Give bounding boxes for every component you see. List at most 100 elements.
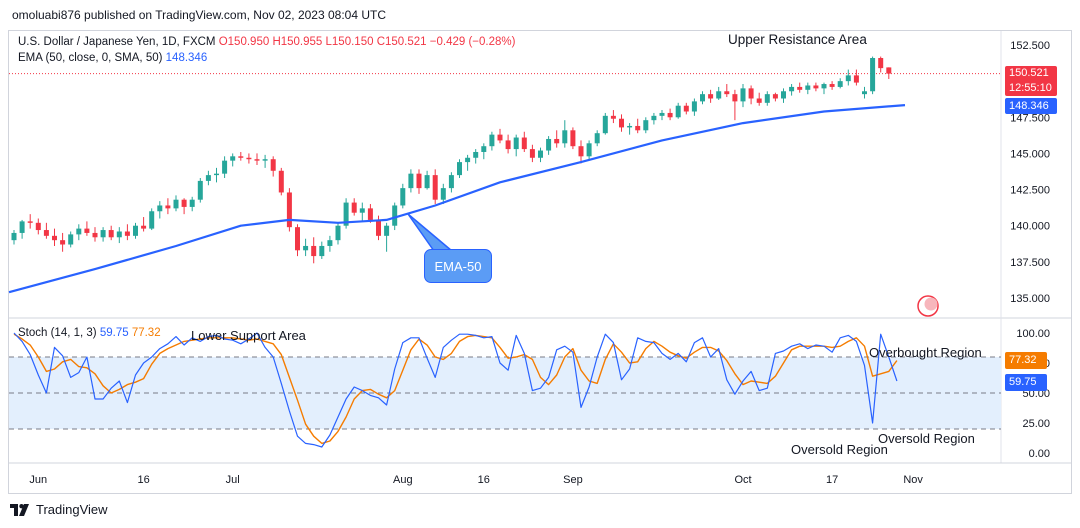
ema-callout-pointer <box>407 213 453 252</box>
time-axis-tick: Aug <box>393 474 413 486</box>
candle-body <box>197 180 203 200</box>
candle-body <box>108 230 114 238</box>
country-flag-inner-icon <box>924 297 938 311</box>
time-axis-tick: Sep <box>563 474 583 486</box>
candle-body <box>578 146 584 157</box>
candle-body <box>278 170 284 193</box>
candle-body <box>43 230 49 236</box>
price-axis-tick: 145.000 <box>1010 148 1050 160</box>
tradingview-logo-icon <box>10 503 29 516</box>
candle-body <box>68 234 74 245</box>
candle-body <box>205 175 211 181</box>
candle-body <box>651 115 657 121</box>
candle-body <box>497 134 503 141</box>
candle-body <box>327 240 333 246</box>
candle-body <box>853 75 859 83</box>
stoch-d-line <box>13 333 898 445</box>
candle-body <box>238 156 244 158</box>
candle-body <box>862 91 867 95</box>
time-axis-tick: Jun <box>29 474 47 486</box>
candle-body <box>505 140 511 150</box>
candle-body <box>351 202 357 213</box>
candle-body <box>408 173 414 189</box>
stoch-k-line <box>13 332 898 448</box>
candle-body <box>11 232 17 241</box>
candle-body <box>465 157 471 163</box>
candle-body <box>432 175 438 200</box>
stoch-d-box: 77.32 <box>1005 352 1047 369</box>
price-axis-tick: 152.500 <box>1010 40 1050 52</box>
candle-body <box>100 230 106 238</box>
candle-body <box>84 228 90 233</box>
symbol-legend: U.S. Dollar / Japanese Yen, 1D, FXCM O15… <box>18 36 515 48</box>
candle-body <box>376 219 381 236</box>
candle-body <box>52 235 57 241</box>
publisher-text: omoluabi876 published on TradingView.com… <box>12 8 387 22</box>
candle-body <box>457 162 462 176</box>
candle-body <box>165 205 171 209</box>
candle-body <box>748 88 754 99</box>
footer-brand-text: TradingView <box>36 502 108 517</box>
candle-body <box>724 91 730 95</box>
candle-body <box>732 94 738 102</box>
symbol-name: U.S. Dollar / Japanese Yen, 1D, FXCM <box>18 36 216 48</box>
lower-support-label: Lower Support Area <box>191 328 306 343</box>
footer-brand: TradingView <box>10 502 108 517</box>
candle-body <box>214 173 219 176</box>
candle-body <box>813 85 819 89</box>
candle-body <box>667 112 673 118</box>
candle-body <box>400 188 406 206</box>
price-axis-tick: 140.000 <box>1010 221 1050 233</box>
candle-body <box>740 88 746 102</box>
candle-body <box>627 125 633 128</box>
candle-body <box>837 81 843 87</box>
oversold-label-2: Oversold Region <box>791 442 888 457</box>
time-axis-tick: 16 <box>478 474 490 486</box>
stoch-legend: Stoch (14, 1, 3) 59.75 77.32 <box>18 327 161 339</box>
candle-body <box>295 227 300 251</box>
overbought-label: Overbought Region <box>869 345 982 360</box>
ema-50-callout: EMA-50 <box>424 249 492 283</box>
candle-body <box>19 221 25 233</box>
candle-body <box>335 225 341 241</box>
ohlc-change: −0.429 (−0.28%) <box>429 36 516 48</box>
candle-body <box>594 133 600 144</box>
stoch-axis-tick: 100.00 <box>1016 328 1050 340</box>
candle-body <box>659 112 665 116</box>
candle-body <box>756 98 762 103</box>
candle-body <box>416 173 422 189</box>
candle-body <box>489 134 495 147</box>
candle-body <box>124 231 130 236</box>
candle-body <box>189 199 195 207</box>
stoch-axis-tick: 50.00 <box>1022 388 1050 400</box>
time-axis-tick: 16 <box>137 474 149 486</box>
candle-body <box>764 94 770 103</box>
price-axis-tick: 142.500 <box>1010 185 1050 197</box>
candle-body <box>92 232 98 238</box>
candle-body <box>270 159 276 171</box>
candle-body <box>789 86 795 92</box>
price-axis-tick: 135.000 <box>1010 293 1050 305</box>
candle-body <box>116 231 122 238</box>
candle-body <box>700 94 705 102</box>
time-axis-tick: Nov <box>903 474 923 486</box>
candle-body <box>27 221 33 223</box>
ema-legend-value: 148.346 <box>165 52 208 64</box>
candle-body <box>149 211 155 229</box>
candle-body <box>424 175 430 189</box>
candle-body <box>481 146 487 152</box>
candle-body <box>708 94 714 99</box>
upper-resistance-label: Upper Resistance Area <box>728 32 867 47</box>
time-axis-tick: Oct <box>734 474 751 486</box>
candle-body <box>141 225 147 229</box>
stoch-axis-tick: 0.00 <box>1029 448 1050 460</box>
stoch-legend-d: 77.32 <box>131 327 161 339</box>
candle-body <box>173 199 179 209</box>
candle-body <box>805 85 811 90</box>
chart-frame <box>8 30 1072 494</box>
candle-body <box>619 118 624 128</box>
candle-body <box>303 245 309 251</box>
candle-body <box>772 94 778 99</box>
last-price-box: 150.521 12:55:10 <box>1005 66 1057 96</box>
